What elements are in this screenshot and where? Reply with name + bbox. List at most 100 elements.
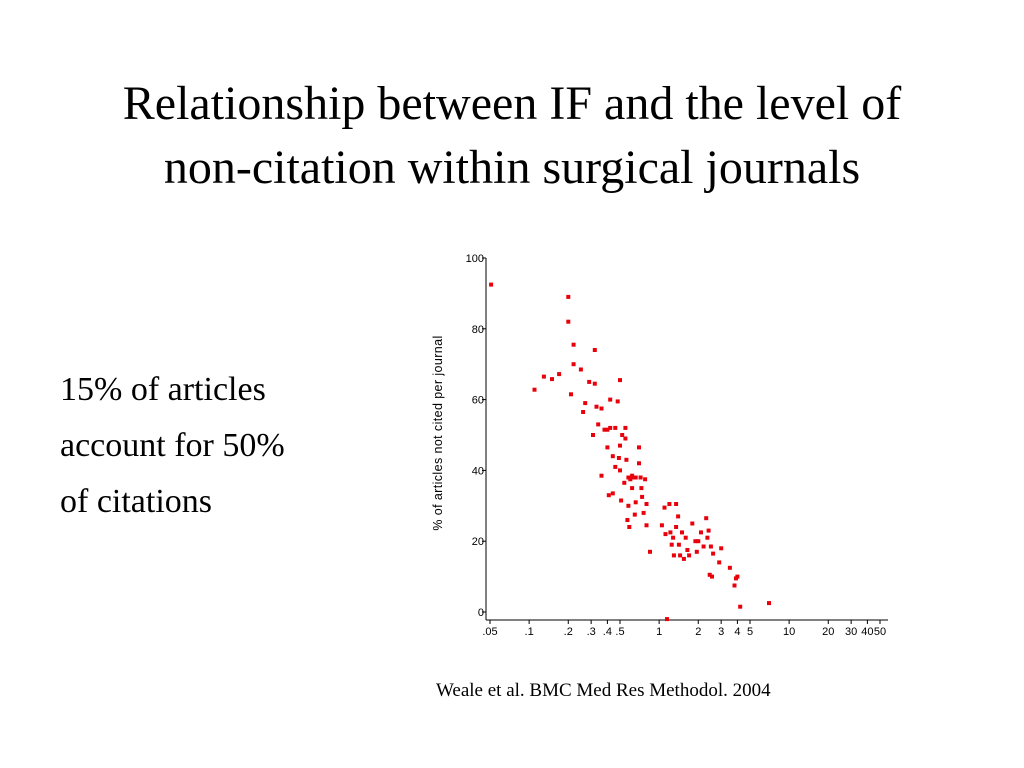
data-point	[610, 491, 615, 496]
slide-title-line-2: non-citation within surgical journals	[163, 141, 861, 194]
data-point	[596, 422, 601, 427]
x-tick-label: 10	[783, 626, 795, 638]
data-point	[625, 518, 630, 522]
y-tick-label: 60	[472, 395, 484, 407]
data-point	[732, 583, 737, 588]
data-point	[681, 556, 686, 561]
data-point	[606, 493, 611, 498]
data-point	[710, 574, 714, 579]
data-point	[633, 500, 638, 505]
data-point	[696, 539, 701, 544]
data-point	[630, 486, 635, 491]
data-point	[633, 475, 638, 480]
data-point	[608, 425, 613, 430]
data-point	[626, 503, 631, 508]
data-point	[637, 461, 641, 466]
data-point	[605, 427, 610, 432]
data-point	[638, 475, 643, 480]
data-point	[694, 549, 699, 554]
x-tick-label: 30	[845, 626, 857, 638]
data-point	[676, 542, 681, 547]
x-tick-label: 4	[734, 626, 740, 638]
data-point	[622, 480, 627, 485]
data-point	[701, 544, 706, 549]
y-axis-label: % of articles not cited per journal	[431, 335, 445, 530]
x-tick-label: 50	[874, 626, 886, 638]
data-point	[618, 378, 622, 383]
x-tick-label: .1	[525, 626, 534, 638]
data-point	[620, 433, 625, 437]
data-point	[687, 553, 692, 558]
data-point	[632, 512, 637, 517]
bullet-text: 15% of articles account for 50% of citat…	[60, 362, 390, 530]
data-point	[674, 525, 679, 529]
data-point	[566, 319, 571, 324]
data-point	[587, 379, 592, 384]
slide-title-line-1: Relationship between IF and the level of	[122, 77, 902, 130]
data-point	[623, 425, 628, 430]
data-point	[648, 549, 652, 554]
data-point	[618, 443, 622, 448]
bullet-line-1: 15% of articles	[60, 371, 266, 408]
data-point	[613, 425, 618, 430]
data-point	[599, 473, 604, 478]
y-tick-label: 80	[472, 324, 484, 336]
y-tick-label: 0	[478, 607, 484, 619]
data-point	[591, 433, 595, 437]
data-point	[581, 410, 586, 414]
data-point	[699, 530, 703, 535]
data-point	[615, 399, 620, 404]
data-point	[717, 560, 722, 565]
data-point	[676, 514, 681, 519]
data-point	[680, 530, 684, 535]
data-point	[605, 445, 610, 450]
data-point	[659, 523, 664, 528]
data-point	[571, 362, 576, 367]
x-tick-label: 40	[861, 626, 873, 638]
data-point	[665, 617, 669, 622]
data-point	[644, 502, 649, 506]
data-point	[616, 456, 621, 460]
data-point	[628, 477, 633, 482]
data-point	[623, 436, 628, 441]
data-point	[685, 548, 690, 552]
x-tick-label: 5	[747, 626, 753, 638]
bullet-line-2: account for 50%	[60, 427, 285, 464]
data-point	[641, 510, 646, 515]
x-tick-label: .4	[603, 626, 612, 638]
data-point	[674, 502, 679, 506]
data-point	[668, 530, 673, 535]
data-point	[569, 392, 573, 397]
data-point	[489, 282, 494, 287]
chart-points	[489, 282, 771, 622]
y-tick-label: 20	[472, 536, 484, 548]
data-point	[663, 532, 668, 537]
data-point	[643, 477, 648, 482]
data-point	[671, 553, 676, 558]
data-point	[610, 454, 615, 459]
bullet-line-3: of citations	[60, 483, 213, 520]
data-point	[557, 372, 562, 377]
data-point	[583, 401, 588, 406]
x-tick-label: .05	[482, 626, 497, 638]
data-point	[578, 367, 583, 372]
data-point	[599, 406, 604, 411]
data-point	[707, 572, 712, 577]
data-point	[627, 525, 632, 529]
data-point	[602, 427, 607, 432]
data-point	[613, 464, 618, 469]
citation-text: Weale et al. BMC Med Res Methodol. 2004	[436, 680, 771, 701]
x-tick-label: .2	[564, 626, 573, 638]
data-point	[532, 387, 537, 392]
data-point	[571, 342, 576, 347]
data-point	[711, 551, 716, 556]
data-point	[690, 521, 695, 526]
data-point	[662, 505, 667, 510]
data-point	[639, 486, 644, 491]
data-point	[637, 445, 641, 450]
data-point	[678, 553, 683, 558]
data-point	[735, 574, 740, 579]
data-point	[719, 546, 724, 551]
